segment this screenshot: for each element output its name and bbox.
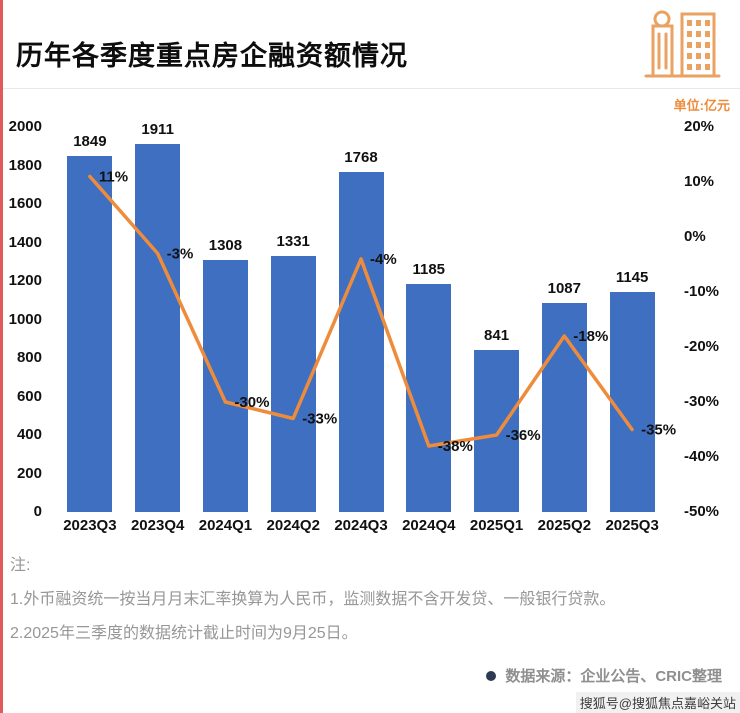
- category-label: 2023Q3: [63, 517, 117, 534]
- left-axis-tick: 1200: [8, 272, 42, 289]
- left-axis-tick: 1800: [8, 156, 42, 174]
- category-label: 2024Q2: [266, 517, 320, 534]
- category-label: 2023Q4: [130, 517, 185, 534]
- bar-value-label: 1145: [615, 268, 649, 286]
- corner-watermark: 搜狐号@搜狐焦点嘉峪关站: [575, 692, 740, 713]
- category-label: 2025Q3: [605, 517, 659, 534]
- left-axis-tick: 200: [16, 464, 42, 482]
- bar-2023Q3: [67, 156, 113, 512]
- left-axis-tick: 1600: [8, 195, 42, 212]
- left-axis: 2000 1800 1600 1400 1200 1000 800 600 400 200 0: [0, 0, 48, 560]
- bar-2023Q4: [135, 144, 181, 512]
- growth-point-label: -33%: [302, 411, 337, 428]
- right-axis-tick: 0%: [684, 228, 706, 245]
- left-axis-tick: 2000: [8, 118, 42, 135]
- growth-point-label: -36%: [506, 427, 541, 444]
- right-axis-tick: 20%: [684, 118, 715, 135]
- source-row: 数据来源：企业公告、CRIC整理: [486, 665, 722, 686]
- right-axis: 20% 10% 0% -10% -20% -30% -40% -50%: [682, 0, 740, 560]
- category-label: 2025Q2: [537, 517, 592, 534]
- source-text: 数据来源：企业公告、CRIC整理: [505, 668, 722, 685]
- growth-point-label: -4%: [370, 251, 397, 268]
- growth-point-label: -3%: [167, 246, 194, 263]
- bar-value-label: 1849: [73, 133, 107, 151]
- header-divider: [0, 88, 740, 89]
- left-axis-tick: 400: [16, 426, 42, 443]
- bar-value-label: 1087: [547, 279, 581, 297]
- bar-2024Q1: [202, 260, 248, 512]
- note-line-2: 2.2025年三季度的数据统计截止时间为9月25日。: [10, 625, 358, 642]
- growth-point-label: 11%: [99, 169, 128, 186]
- x-axis: 2023Q3 2023Q4 2024Q1 2024Q2 2024Q3 2024Q4 2025…: [56, 517, 666, 534]
- page-title: 历年各季度重点房企融资额情况: [16, 41, 408, 72]
- bar-value-label: 1911: [141, 121, 174, 139]
- right-axis-tick: 10%: [684, 173, 715, 190]
- note-line-1: 1.外币融资统一按当月月末汇率换算为人民币，监测数据不含开发贷、一般银行贷款。: [10, 591, 616, 608]
- right-axis-tick: -40%: [684, 448, 720, 465]
- left-axis-tick: 0: [33, 503, 42, 520]
- bar-value-label: 1185: [412, 260, 446, 278]
- growth-point-label: -18%: [573, 328, 608, 345]
- growth-point-label: -30%: [234, 394, 269, 411]
- bar-2024Q3: [338, 171, 384, 512]
- left-axis-tick: 800: [16, 349, 42, 366]
- notes-prefix: 注:: [10, 557, 31, 574]
- category-label: 2024Q1: [198, 517, 253, 534]
- bar-2025Q1: [474, 350, 520, 512]
- category-label: 2025Q1: [469, 517, 524, 534]
- right-axis-tick: -30%: [684, 393, 720, 410]
- buildings-icon: [642, 6, 722, 86]
- source-bullet-icon: [486, 670, 497, 681]
- bar-2024Q4: [406, 283, 452, 512]
- left-axis-tick: 1000: [8, 310, 42, 328]
- left-edge-accent: [0, 0, 3, 713]
- bar-value-label: 1768: [344, 148, 378, 166]
- right-axis-tick: -50%: [684, 503, 720, 520]
- right-axis-tick: -20%: [684, 338, 720, 355]
- bar-value-label: 1308: [208, 237, 243, 255]
- right-axis-tick: -10%: [684, 283, 720, 300]
- growth-line: [88, 174, 634, 448]
- growth-point-label: -35%: [641, 422, 676, 439]
- unit-label: 单位:亿元: [673, 98, 730, 113]
- category-label: 2024Q3: [334, 517, 388, 534]
- growth-point-label: -38%: [438, 438, 473, 455]
- left-axis-tick: 1400: [8, 233, 42, 251]
- bar-value-label: 1331: [276, 232, 310, 250]
- bar-2025Q3: [609, 291, 655, 512]
- left-axis-tick: 600: [16, 387, 42, 405]
- growth-line-layer: 11% -3% -30% -33% -4% -38% -36% -18% -35%: [88, 169, 676, 455]
- bar-value-label: 841: [484, 327, 510, 345]
- category-label: 2024Q4: [402, 517, 456, 534]
